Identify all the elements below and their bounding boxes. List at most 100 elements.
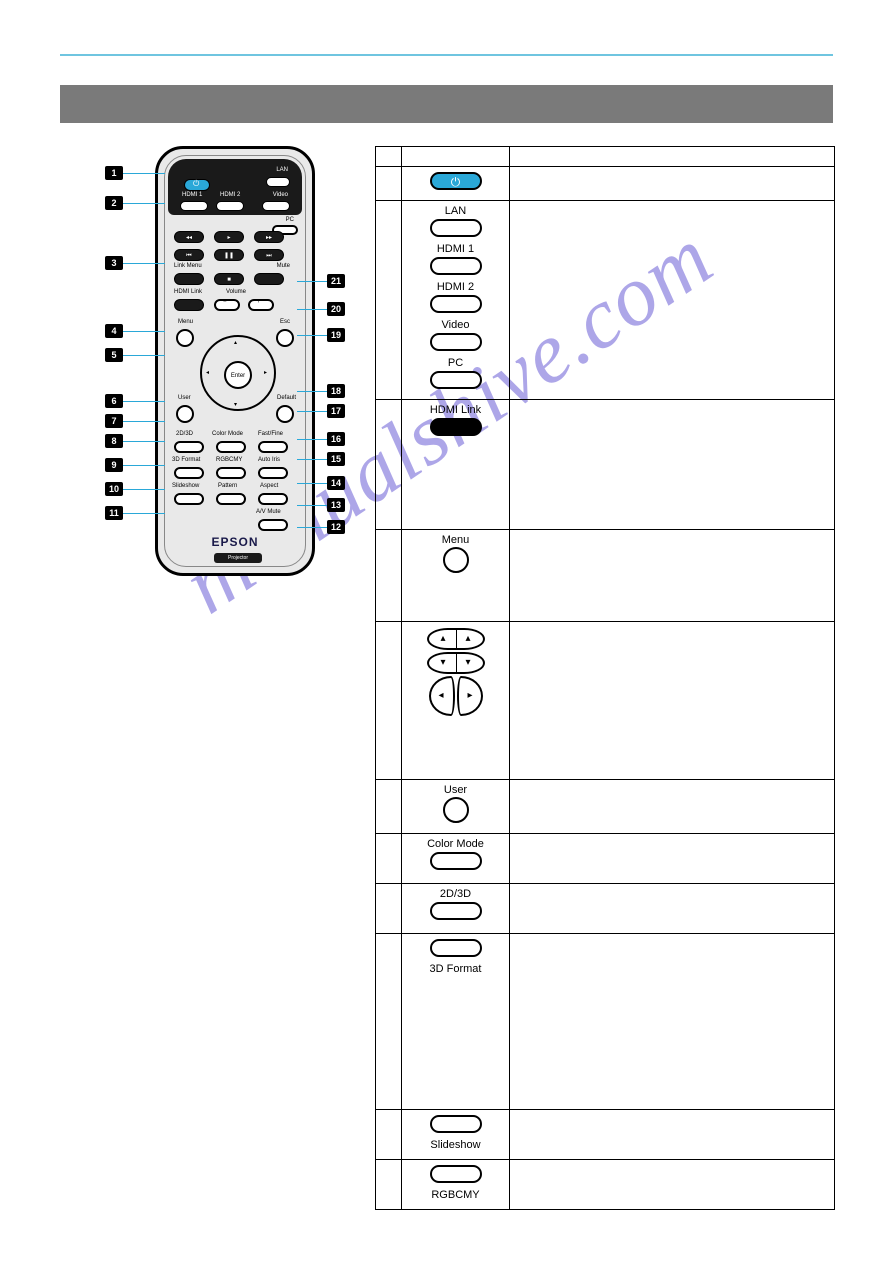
user-circle-icon [443,797,469,823]
esc-button [276,329,294,347]
table-row: LANHDMI 1HDMI 2VideoPC [376,201,835,400]
row-description [510,780,835,834]
callout-lead-7 [123,421,165,422]
table-row: 2D/3D [376,884,835,934]
callout-3: 3 [105,256,123,270]
callout-1: 1 [105,166,123,180]
row-num [376,934,402,1110]
header-col-num [376,147,402,167]
callout-21: 21 [327,274,345,288]
row-button-icon: HDMI Link [402,400,510,530]
user-button-small [176,405,194,423]
hdmilink-label: HDMI Link [406,404,505,416]
esc-label: Esc [280,319,290,325]
table-row: RGBCMY [376,1160,835,1210]
arrow-right-icon: ▸ [457,676,483,716]
header-col-button [402,147,510,167]
row-num [376,167,402,201]
3dformat-label: 3D Format [406,963,505,975]
callout-lead-17 [297,411,327,412]
hdmi1-button [180,201,208,211]
ffwd-button: ▸▸ [254,231,284,243]
colormode-label-small: Color Mode [212,431,243,437]
rgbcmy-pill [430,1165,482,1183]
prev-button: ⏮ [174,249,204,261]
source-pill [430,219,482,237]
slideshow-label-small: Slideshow [172,483,199,489]
row-button-icon: Slideshow [402,1110,510,1160]
top-rule [60,54,833,56]
arrow-left-icon: ◂ [429,676,455,716]
callout-lead-11 [123,513,165,514]
2d3d-button [174,441,204,453]
callout-lead-8 [123,441,165,442]
mute-label: Mute [277,263,290,269]
source-pill [430,257,482,275]
callout-lead-6 [123,401,165,402]
aspect-button [258,493,288,505]
table-header-row [376,147,835,167]
table-row: ▴▴▾▾◂▸ [376,622,835,780]
callout-lead-14 [297,483,327,484]
callout-lead-15 [297,459,327,460]
row-num [376,1110,402,1160]
projector-tag: Projector [214,553,262,563]
row-button-icon: LANHDMI 1HDMI 2VideoPC [402,201,510,400]
vol-up-button [248,299,274,311]
user-label: User [406,784,505,796]
brand-text: EPSON [158,535,312,549]
callout-6: 6 [105,394,123,408]
3dformat-label-small: 3D Format [172,457,200,463]
lan-label: LAN [276,167,288,173]
row-description [510,201,835,400]
mute-button [254,273,284,285]
source-pill [430,371,482,389]
table-row: Slideshow [376,1110,835,1160]
callout-14: 14 [327,476,345,490]
row-button-icon: 3D Format [402,934,510,1110]
table-row: 3D Format [376,934,835,1110]
power-icon [184,179,210,191]
row-description [510,1110,835,1160]
callout-13: 13 [327,498,345,512]
hdmilink-label: HDMI Link [174,289,202,295]
table-row: Menu [376,530,835,622]
table-row: Color Mode [376,834,835,884]
callout-5: 5 [105,348,123,362]
row-button-icon: User [402,780,510,834]
play-button: ▸ [214,231,244,243]
callout-lead-9 [123,465,165,466]
row-description [510,934,835,1110]
pause-button: ❚❚ [214,249,244,261]
menu-button-small [176,329,194,347]
row-num [376,780,402,834]
remote-diagram: LAN HDMI 1 HDMI 2 Video PC ◂◂ ▸ ▸▸ ⏮ ❚❚ … [105,146,365,596]
lan-button [266,177,290,187]
callout-9: 9 [105,458,123,472]
callout-lead-16 [297,439,327,440]
table-row [376,167,835,201]
source-pill [430,295,482,313]
3dformat-button [174,467,204,479]
callout-lead-2 [123,203,165,204]
row-num [376,1160,402,1210]
source-pill [430,333,482,351]
video-button [262,201,290,211]
callout-8: 8 [105,434,123,448]
table-row: User [376,780,835,834]
avmute-label: A/V Mute [256,509,281,515]
hdmi2-button [216,201,244,211]
hdmilink-pill [430,418,482,436]
remote-top-panel: LAN HDMI 1 HDMI 2 Video [168,159,302,215]
row-description [510,884,835,934]
row-description [510,1160,835,1210]
hdmi2-label: HDMI 2 [220,192,240,198]
slideshow-pill [430,1115,482,1133]
source-label: HDMI 1 [406,243,505,255]
rgbcmy-button [216,467,246,479]
stop-button: ■ [214,273,244,285]
section-heading-bar [60,85,833,123]
callout-17: 17 [327,404,345,418]
enter-button: Enter [224,361,252,389]
colormode-label: Color Mode [406,838,505,850]
